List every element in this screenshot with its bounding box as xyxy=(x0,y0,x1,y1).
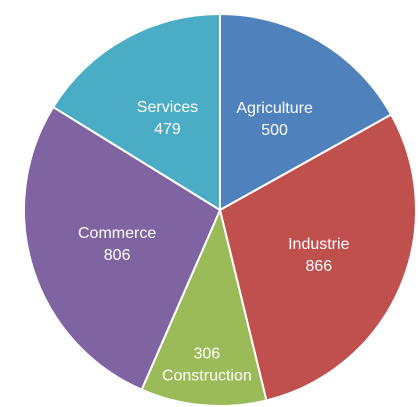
pie-label-category: Construction xyxy=(162,367,252,384)
pie-slices xyxy=(23,13,417,407)
pie-label-category: Services xyxy=(137,99,198,116)
pie-label-category: Agriculture xyxy=(236,100,313,117)
pie-slice-services xyxy=(52,13,221,211)
pie-label-agriculture: Agriculture 500 xyxy=(236,100,313,139)
pie-label-value: 500 xyxy=(261,122,288,139)
pie-label-value: 866 xyxy=(305,258,332,275)
pie-label-value: 479 xyxy=(154,121,181,138)
pie-label-category: Industrie xyxy=(288,236,349,253)
pie-slice-commerce xyxy=(23,106,221,391)
pie-slice-industrie xyxy=(219,113,417,402)
pie-label-industrie: Industrie 866 xyxy=(288,236,349,275)
pie-label-category: Commerce xyxy=(78,225,156,242)
pie-label-construction: 306 Construction xyxy=(162,345,252,384)
pie-label-services: Services 479 xyxy=(137,99,198,138)
pie-label-value: 806 xyxy=(104,247,131,264)
pie-slice-agriculture xyxy=(219,13,393,211)
pie-slice-construction xyxy=(140,209,268,407)
pie-label-commerce: Commerce 806 xyxy=(78,225,156,264)
pie-label-value: 306 xyxy=(194,345,221,362)
pie-labels: Agriculture 500 Industrie 866 306 Constructio… xyxy=(78,99,350,384)
